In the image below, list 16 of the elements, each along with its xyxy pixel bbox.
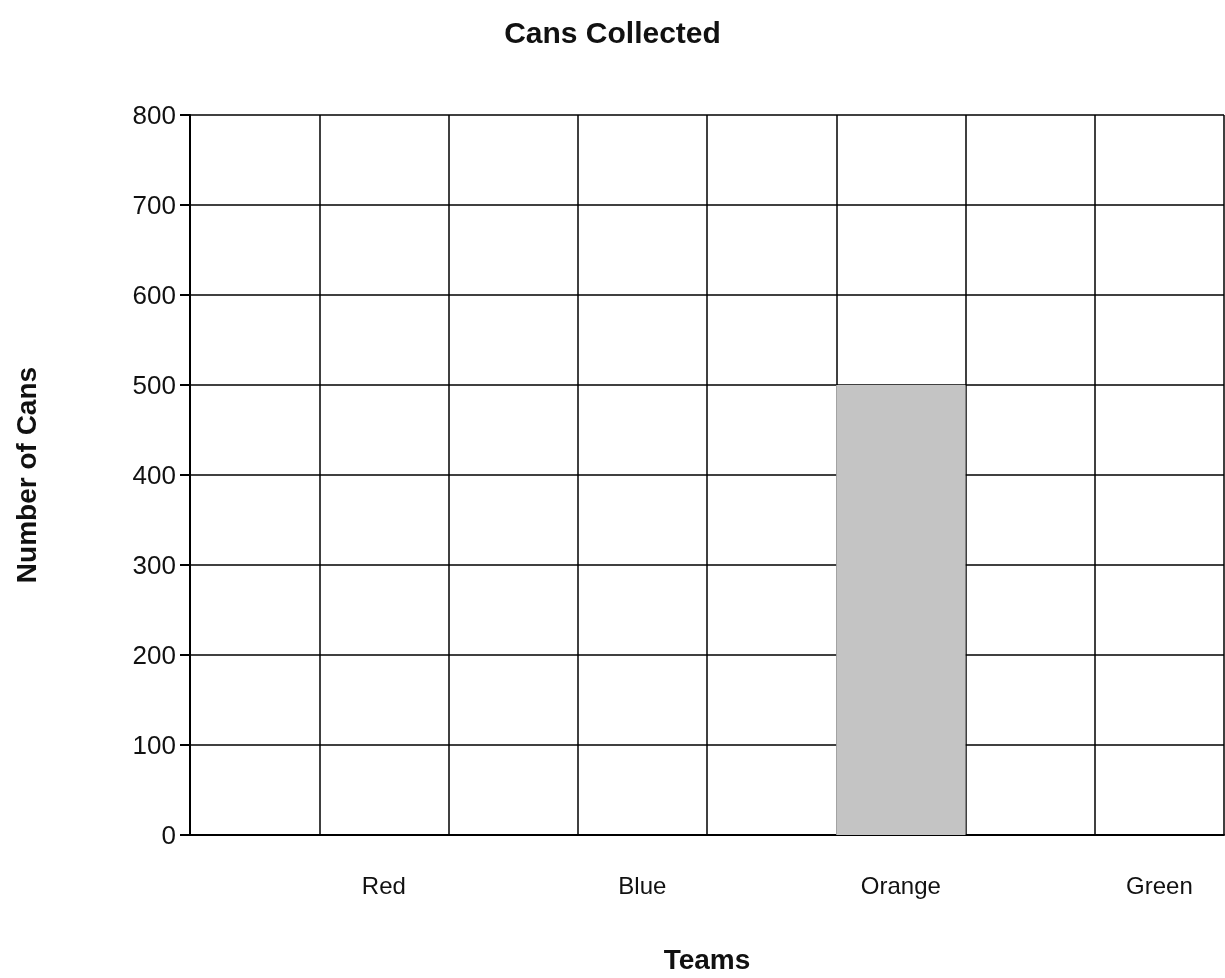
x-tick-label: Blue — [618, 871, 667, 899]
y-tick-label: 300 — [132, 550, 176, 580]
y-tick-label: 200 — [132, 640, 176, 670]
y-tick-label: 700 — [132, 190, 176, 220]
x-tick-label: Red — [361, 871, 406, 899]
x-tick-label: Green — [1126, 871, 1193, 899]
chart-title: Cans Collected — [504, 15, 721, 49]
y-tick-label: 600 — [132, 280, 176, 310]
y-axis-title: Number of Cans — [10, 366, 42, 584]
y-tick-label: 500 — [132, 370, 176, 400]
y-tick-label: 100 — [132, 730, 176, 760]
y-tick-label: 400 — [132, 460, 176, 490]
y-tick-label: 0 — [161, 820, 176, 850]
x-axis-title: Teams — [663, 943, 751, 975]
y-tick-label: 800 — [132, 100, 176, 130]
x-tick-label: Orange — [860, 871, 941, 899]
